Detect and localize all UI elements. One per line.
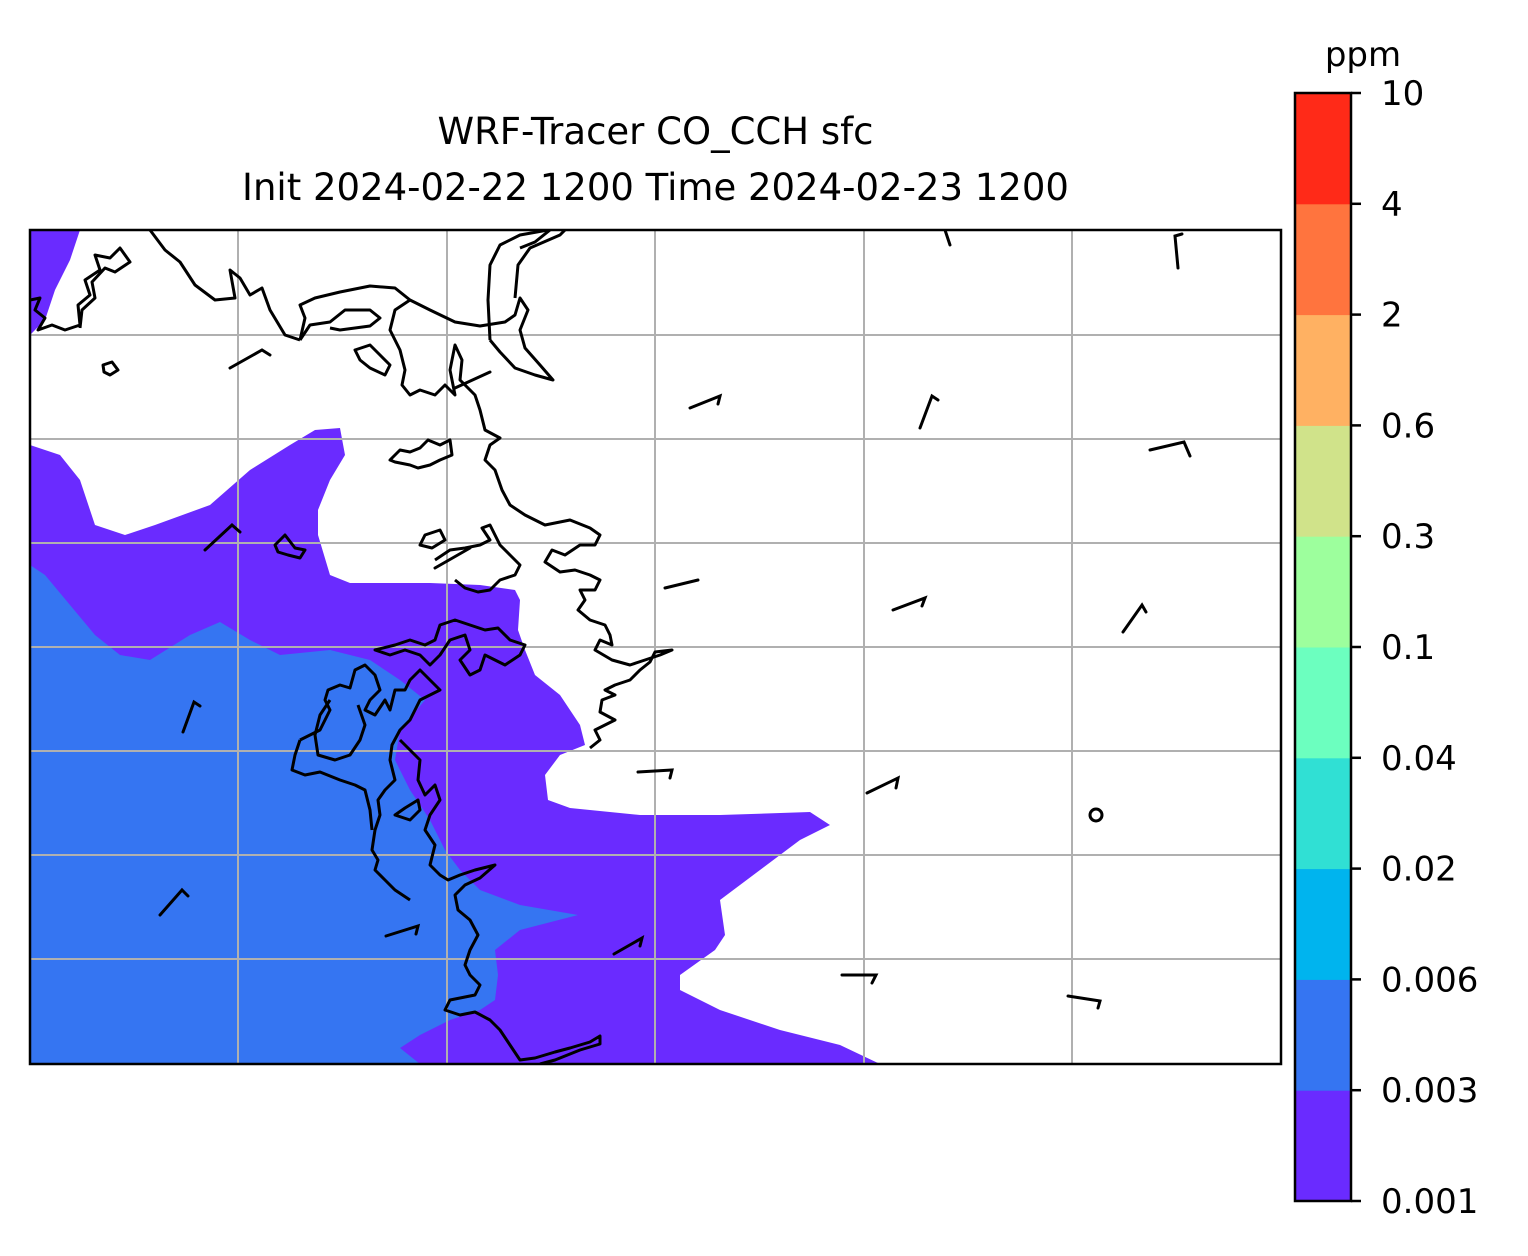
colorbar-tick-label: 0.1 [1381, 628, 1435, 668]
wind-barb [1121, 602, 1148, 634]
wind-barb [612, 934, 645, 956]
colorbar-tick-label: 2 [1381, 296, 1403, 336]
colorbar-tick-label: 0.003 [1381, 1071, 1478, 1111]
map-title: WRF-Tracer CO_CCH sfc [437, 110, 874, 153]
colorbar-tick-label: 0.04 [1381, 739, 1457, 779]
contour-fill-low-north [30, 230, 80, 335]
wind-barb [865, 775, 901, 795]
contour-fill-mid [30, 565, 578, 1064]
wind-barb [1148, 440, 1192, 458]
colorbar-segment [1295, 314, 1351, 426]
wind-barb [1066, 994, 1102, 1010]
wind-barb [943, 230, 952, 247]
wind-barb [840, 973, 879, 985]
colorbar-tick-label: 0.001 [1381, 1182, 1478, 1222]
colorbar-segment [1295, 868, 1351, 980]
wind-barb [688, 393, 723, 410]
wind-barb [1173, 232, 1184, 270]
wind-barb [453, 370, 492, 390]
wind-barb [228, 348, 272, 370]
colorbar-segment [1295, 93, 1351, 205]
colorbar-segment [1295, 425, 1351, 537]
colorbar-segment [1295, 1090, 1351, 1202]
colorbar-segment [1295, 647, 1351, 759]
colorbar-tick-label: 0.02 [1381, 850, 1457, 890]
colorbar-tick-label: 0.6 [1381, 406, 1435, 446]
colorbar-segment [1295, 757, 1351, 870]
colorbar-tick-label: 4 [1381, 185, 1403, 225]
colorbar-tick-label: 0.3 [1381, 517, 1435, 557]
wind-barb [203, 522, 242, 552]
wind-barb [181, 699, 202, 734]
colorbar-segment [1295, 979, 1351, 1091]
colorbar: 0.001 0.003 0.006 0.02 0.04 0.1 0.3 0.6 2 4 10 [1293, 74, 1478, 1222]
colorbar-unit-label: ppm [1325, 35, 1401, 75]
map-subtitle: Init 2024-02-22 1200 Time 2024-02-23 120… [242, 166, 1069, 209]
gridlines [30, 230, 1281, 1064]
map-frame [28, 228, 1283, 1066]
wind-barb [433, 546, 472, 570]
colorbar-tick-label: 0.006 [1381, 960, 1478, 1000]
wind-barb [918, 393, 940, 430]
colorbar-segment [1295, 536, 1351, 648]
colorbar-segment [1295, 203, 1351, 316]
wind-barbs [158, 230, 1192, 1010]
colorbar-tick-label: 10 [1381, 74, 1424, 114]
wind-barb [663, 578, 700, 590]
wind-barb [158, 887, 190, 917]
coastline [30, 230, 1104, 1064]
wind-barb [384, 923, 421, 938]
wind-barb [636, 768, 674, 780]
map-panel [30, 230, 1281, 1064]
wind-barb [891, 595, 928, 612]
